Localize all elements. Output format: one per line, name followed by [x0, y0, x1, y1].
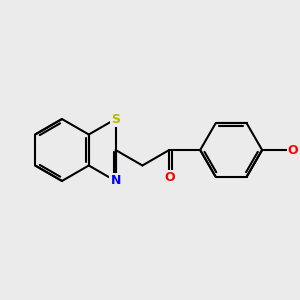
Text: S: S	[111, 112, 120, 125]
Text: O: O	[164, 171, 175, 184]
Text: N: N	[110, 175, 121, 188]
Text: O: O	[288, 143, 298, 157]
